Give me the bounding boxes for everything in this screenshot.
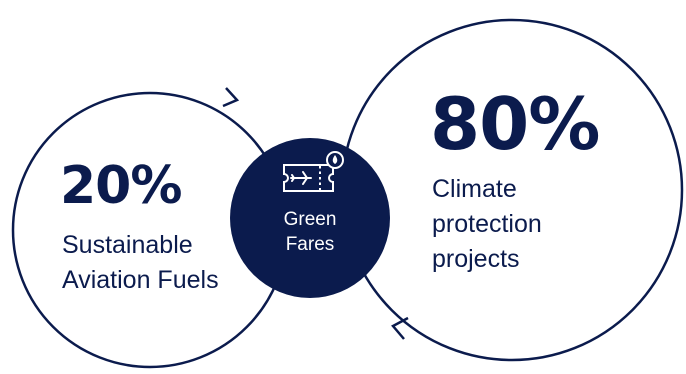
climate-description: Climate protection projects [432,172,542,277]
arrowhead-top-icon [222,87,240,108]
green-fare-ticket-icon [283,151,344,192]
arrowhead-bottom-icon [391,316,409,340]
green-fares-label: Green Fares [250,207,370,257]
saf-percentage: 20% [60,156,182,216]
saf-description-line-1: Sustainable [62,231,193,259]
green-fares-label-line-1: Green [283,209,337,230]
climate-description-line-1: Climate [432,175,517,203]
saf-description-line-2: Aviation Fuels [62,266,219,294]
saf-description: Sustainable Aviation Fuels [62,228,219,298]
climate-description-line-3: projects [432,245,520,273]
center-circle [230,138,390,298]
climate-percentage: 80% [430,82,600,166]
climate-description-line-2: protection [432,210,542,238]
green-fares-label-line-2: Fares [285,234,335,255]
